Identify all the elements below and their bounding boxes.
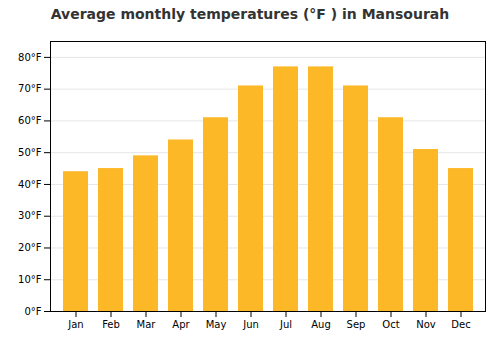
svg-text:20°F: 20°F <box>18 242 42 253</box>
svg-text:70°F: 70°F <box>18 83 42 94</box>
svg-text:Jan: Jan <box>67 319 83 330</box>
svg-text:10°F: 10°F <box>18 274 42 285</box>
svg-text:Nov: Nov <box>416 319 436 330</box>
svg-text:Dec: Dec <box>451 319 470 330</box>
svg-text:Mar: Mar <box>137 319 157 330</box>
svg-text:60°F: 60°F <box>18 115 42 126</box>
svg-text:Jul: Jul <box>279 319 292 330</box>
svg-text:50°F: 50°F <box>18 147 42 158</box>
svg-text:Apr: Apr <box>172 319 190 330</box>
svg-text:0°F: 0°F <box>24 306 41 317</box>
svg-text:Feb: Feb <box>102 319 120 330</box>
svg-text:40°F: 40°F <box>18 179 42 190</box>
svg-text:30°F: 30°F <box>18 210 42 221</box>
svg-text:Jun: Jun <box>242 319 259 330</box>
svg-text:May: May <box>206 319 227 330</box>
svg-text:Oct: Oct <box>382 319 399 330</box>
svg-text:80°F: 80°F <box>18 52 42 63</box>
svg-text:Aug: Aug <box>311 319 331 330</box>
svg-text:Sep: Sep <box>347 319 366 330</box>
html-text:Average monthly temperatures (: Average monthly temperatures (°F ) in Ma… <box>50 6 450 22</box>
